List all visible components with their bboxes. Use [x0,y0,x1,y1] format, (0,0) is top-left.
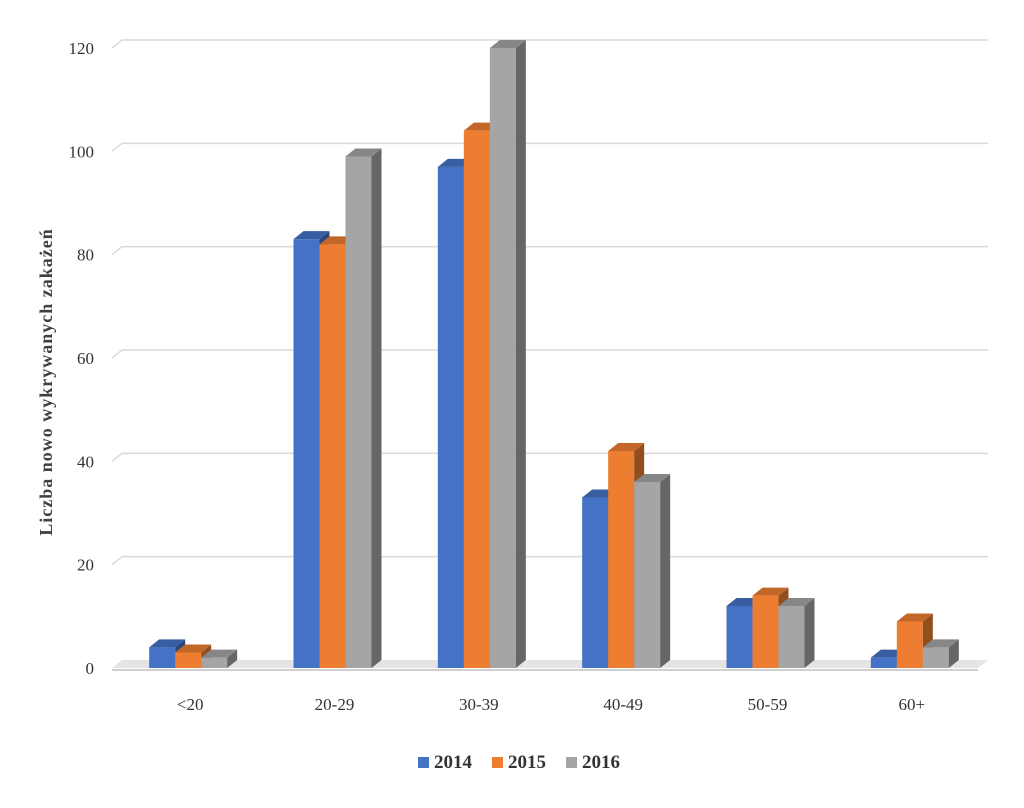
bar-side [660,474,671,668]
y-axis-ticks: 0 20 40 60 80 100 120 [69,39,95,678]
y-tick-label: 60 [77,349,94,368]
x-tick-label: 30-39 [459,695,499,714]
bar-top [293,231,330,240]
bar-2016-40-49 [634,474,671,668]
gridline [111,39,988,49]
bar-front [582,497,609,668]
legend-item-2016: 2016 [566,752,620,773]
bar-top [752,587,789,596]
gridline [111,349,988,359]
bar-side [371,148,382,668]
legend-swatch [492,757,503,768]
bar-side [227,649,238,668]
legend-swatch [566,757,577,768]
bar-front [608,451,635,668]
legend-label: 2014 [434,752,473,773]
bar-side [804,598,815,668]
x-tick-label: <20 [177,695,204,714]
bar-front [293,239,320,668]
bar-front [778,606,805,668]
bar-side [948,639,959,668]
x-tick-label: 50-59 [748,695,788,714]
bar-front [149,647,176,668]
bar-front [870,657,897,668]
legend-label: 2015 [508,752,546,773]
x-tick-label: 20-29 [315,695,355,714]
y-tick-label: 20 [77,556,94,575]
gridline [111,555,988,566]
bar-2016-60+ [922,639,959,668]
gridline [111,142,988,152]
bar-top [778,598,815,606]
x-axis-ticks: <20 20-29 30-39 40-49 50-59 60+ [177,695,925,714]
bar-front [922,647,949,668]
y-tick-label: 80 [77,246,94,265]
bar-top [201,649,238,658]
legend-item-2015: 2015 [492,752,546,773]
y-tick-label: 120 [69,39,95,58]
legend-swatch [418,757,429,768]
y-tick-label: 100 [69,142,95,161]
y-tick-label: 0 [86,659,95,678]
bar-top [634,474,671,482]
bars [149,40,959,669]
chart-floor [112,660,988,671]
bar-top [922,639,959,648]
bar-front [896,621,923,668]
bar-top [896,613,933,622]
bar-front [489,48,516,668]
bar-top [489,40,526,48]
bar-front [634,482,661,668]
x-tick-label: 40-49 [603,695,643,714]
bar-2016-30-39 [489,40,526,668]
floor-band [112,660,988,668]
legend-label: 2016 [582,752,620,773]
bar-2016-50-59 [778,598,815,668]
gridlines [111,39,988,566]
bar-front [319,244,346,669]
bar-2016-<20 [201,649,238,668]
bar-top [149,639,186,648]
bar-front [437,166,464,669]
gridline [111,452,988,462]
bar-front [345,156,372,668]
y-tick-label: 40 [77,452,94,471]
y-axis-title: Liczba nowo wykrywanych zakażeń [36,228,56,536]
bar-top [345,148,382,157]
bar-top [608,443,645,451]
x-tick-label: 60+ [899,695,926,714]
bar-front [463,130,490,668]
bar-side [515,40,526,668]
bar-2016-20-29 [345,148,382,668]
gridline [111,245,988,256]
bar-front [175,652,202,668]
bar-front [752,595,779,668]
legend: 2014 2015 2016 [418,752,620,773]
legend-item-2014: 2014 [418,752,473,773]
bar-front [726,606,753,668]
bar-front [201,657,228,668]
bar-top [175,644,212,653]
